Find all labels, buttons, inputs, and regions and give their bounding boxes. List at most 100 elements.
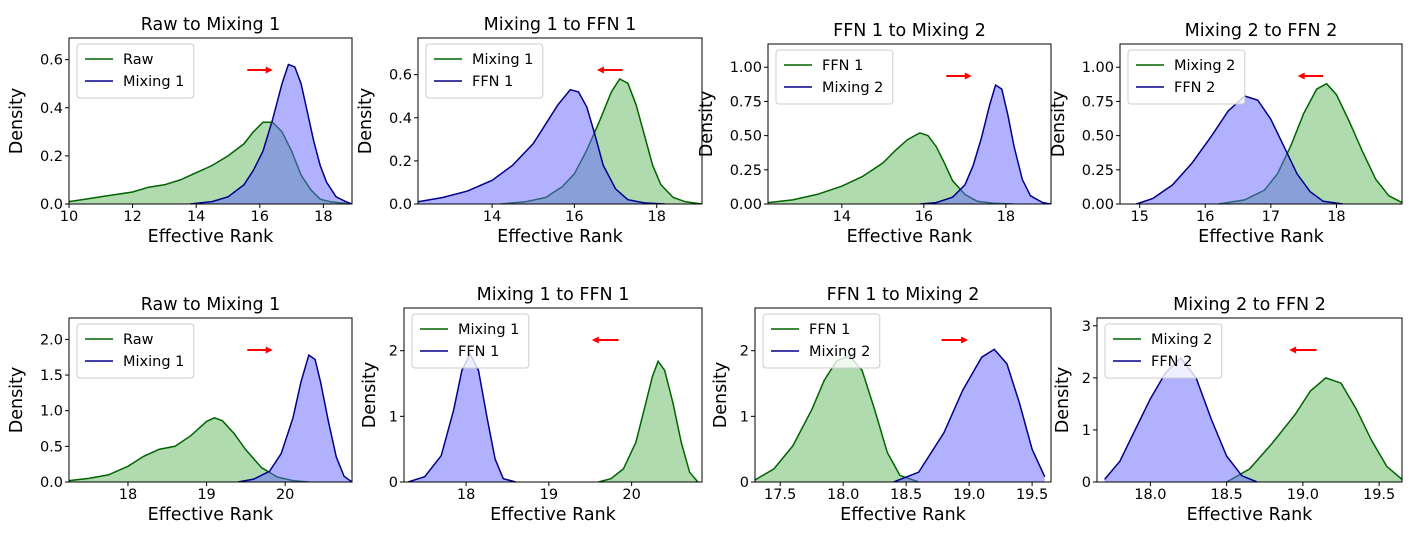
y-tick-label: 0.2 xyxy=(389,154,412,170)
legend-label: Mixing 2 xyxy=(809,344,870,360)
x-tick-label: 19.5 xyxy=(1016,487,1048,503)
x-tick-label: 19.0 xyxy=(1287,487,1319,503)
series-line-mixing-1 xyxy=(189,63,352,204)
series-line-ffn-1 xyxy=(418,88,666,204)
x-axis-label: Effective Rank xyxy=(148,505,275,525)
y-tick-label: 1.00 xyxy=(730,60,762,76)
x-tick-label: 16 xyxy=(565,209,583,225)
direction-arrow-icon xyxy=(247,66,273,74)
y-tick-label: 0.2 xyxy=(40,149,63,165)
series-area-mixing-2 xyxy=(919,85,1051,204)
x-tick-label: 18 xyxy=(314,209,332,225)
series-area-ffn-1 xyxy=(768,132,1015,204)
legend-box xyxy=(762,313,881,369)
chart-title: Raw to Mixing 1 xyxy=(141,295,281,315)
legend-label: Mixing 1 xyxy=(123,354,184,370)
x-tick-label: 18.0 xyxy=(1134,487,1166,503)
y-tick-label: 2 xyxy=(1082,371,1091,387)
y-tick-label: 1.5 xyxy=(40,368,63,384)
y-tick-label: 1.00 xyxy=(1082,60,1114,76)
series-line-mixing-1 xyxy=(598,359,699,482)
series-line-mixing-2 xyxy=(1226,377,1402,482)
x-tick-label: 18 xyxy=(119,487,137,503)
plot-frame xyxy=(417,37,703,205)
x-axis-label: Effective Rank xyxy=(1198,227,1325,247)
panel-4: 15 16 17 18 0.00 0.25 0.50 0.75 1.00 Mixing 2 to … xyxy=(1049,21,1403,247)
x-tick-label: 10 xyxy=(60,209,78,225)
plot-frame xyxy=(68,317,353,483)
x-tick-label: 20 xyxy=(622,487,640,503)
x-tick-label: 19 xyxy=(197,487,215,503)
legend-label: FFN 1 xyxy=(822,58,863,74)
x-tick-label: 18.5 xyxy=(1210,487,1242,503)
legend-label: FFN 1 xyxy=(472,74,513,90)
legend-label: FFN 2 xyxy=(1151,354,1192,370)
legend-label: FFN 1 xyxy=(809,322,850,338)
panel-2: 14 16 18 0.0 0.2 0.4 0.6 Mixing 1 to FFN 1 Effec… xyxy=(356,15,703,247)
chart-title: Mixing 2 to FFN 2 xyxy=(1173,295,1326,315)
y-axis-label: Density xyxy=(697,91,717,158)
x-tick-label: 18 xyxy=(1327,209,1345,225)
x-tick-label: 16 xyxy=(1196,209,1214,225)
y-tick-label: 0.50 xyxy=(1082,129,1114,145)
y-tick-label: 3 xyxy=(1082,319,1091,335)
y-tick-label: 0.25 xyxy=(730,163,762,179)
panel-6: 18 19 20 0 1 2 Mixing 1 to FFN 1 Effective Rank… xyxy=(360,285,703,525)
x-tick-label: 16 xyxy=(251,209,269,225)
legend-label: Mixing 2 xyxy=(1151,332,1212,348)
x-tick-label: 19.5 xyxy=(1363,487,1395,503)
legend-label: FFN 1 xyxy=(458,344,499,360)
x-tick-label: 19.0 xyxy=(953,487,985,503)
series-area-mixing-1 xyxy=(598,361,698,482)
series-line-mixing-1 xyxy=(237,353,352,482)
x-axis-label: Effective Rank xyxy=(847,227,974,247)
x-tick-label: 17 xyxy=(1262,209,1280,225)
x-axis-label: Effective Rank xyxy=(840,505,967,525)
series-area-mixing-1 xyxy=(500,79,702,204)
series-area-ffn-2 xyxy=(1104,358,1258,482)
x-tick-label: 18 xyxy=(647,209,665,225)
y-axis-label: Density xyxy=(360,362,380,429)
series-line-mixing-2 xyxy=(919,83,1051,204)
legend-label: Raw xyxy=(123,332,154,348)
legend-label: Raw xyxy=(123,52,154,68)
legend-box xyxy=(1104,323,1223,379)
direction-arrow-icon xyxy=(941,336,969,344)
direction-arrow-icon xyxy=(1297,72,1324,80)
series-area-mixing-2 xyxy=(893,349,1045,482)
y-tick-label: 0 xyxy=(1082,475,1091,491)
y-tick-label: 0.25 xyxy=(1082,163,1114,179)
y-tick-label: 1 xyxy=(389,409,398,425)
y-axis-label: Density xyxy=(1049,91,1069,158)
legend-box xyxy=(775,49,894,105)
legend-box xyxy=(425,43,544,99)
y-tick-label: 1.0 xyxy=(40,404,63,420)
y-tick-label: 0.75 xyxy=(730,94,762,110)
x-tick-label: 18.0 xyxy=(827,487,859,503)
y-tick-label: 1 xyxy=(740,409,749,425)
plot-frame xyxy=(1096,317,1403,483)
series-line-mixing-2 xyxy=(893,348,1046,482)
chart-title: Mixing 1 to FFN 1 xyxy=(484,15,637,35)
y-tick-label: 2.0 xyxy=(40,332,63,348)
x-tick-label: 12 xyxy=(123,209,141,225)
legend: FFN 1 Mixing 2 xyxy=(775,49,894,105)
series-area-mixing-2 xyxy=(1226,377,1402,482)
legend: Mixing 1 FFN 1 xyxy=(425,43,544,99)
x-tick-label: 15 xyxy=(1130,209,1148,225)
direction-arrow-icon xyxy=(247,346,273,354)
x-tick-label: 18.5 xyxy=(890,487,922,503)
legend: FFN 1 Mixing 2 xyxy=(762,313,881,369)
x-tick-label: 14 xyxy=(483,209,501,225)
y-tick-label: 2 xyxy=(740,344,749,360)
y-tick-label: 0.4 xyxy=(389,111,412,127)
chart-title: Raw to Mixing 1 xyxy=(141,15,281,35)
legend: Mixing 2 FFN 2 xyxy=(1127,49,1246,105)
y-tick-label: 1 xyxy=(1082,423,1091,439)
plot-frame xyxy=(754,307,1052,483)
legend-box xyxy=(76,43,195,99)
y-tick-label: 0.4 xyxy=(40,101,63,117)
direction-arrow-icon xyxy=(596,66,623,74)
legend: Raw Mixing 1 xyxy=(76,43,195,99)
y-tick-label: 0.0 xyxy=(389,197,412,213)
